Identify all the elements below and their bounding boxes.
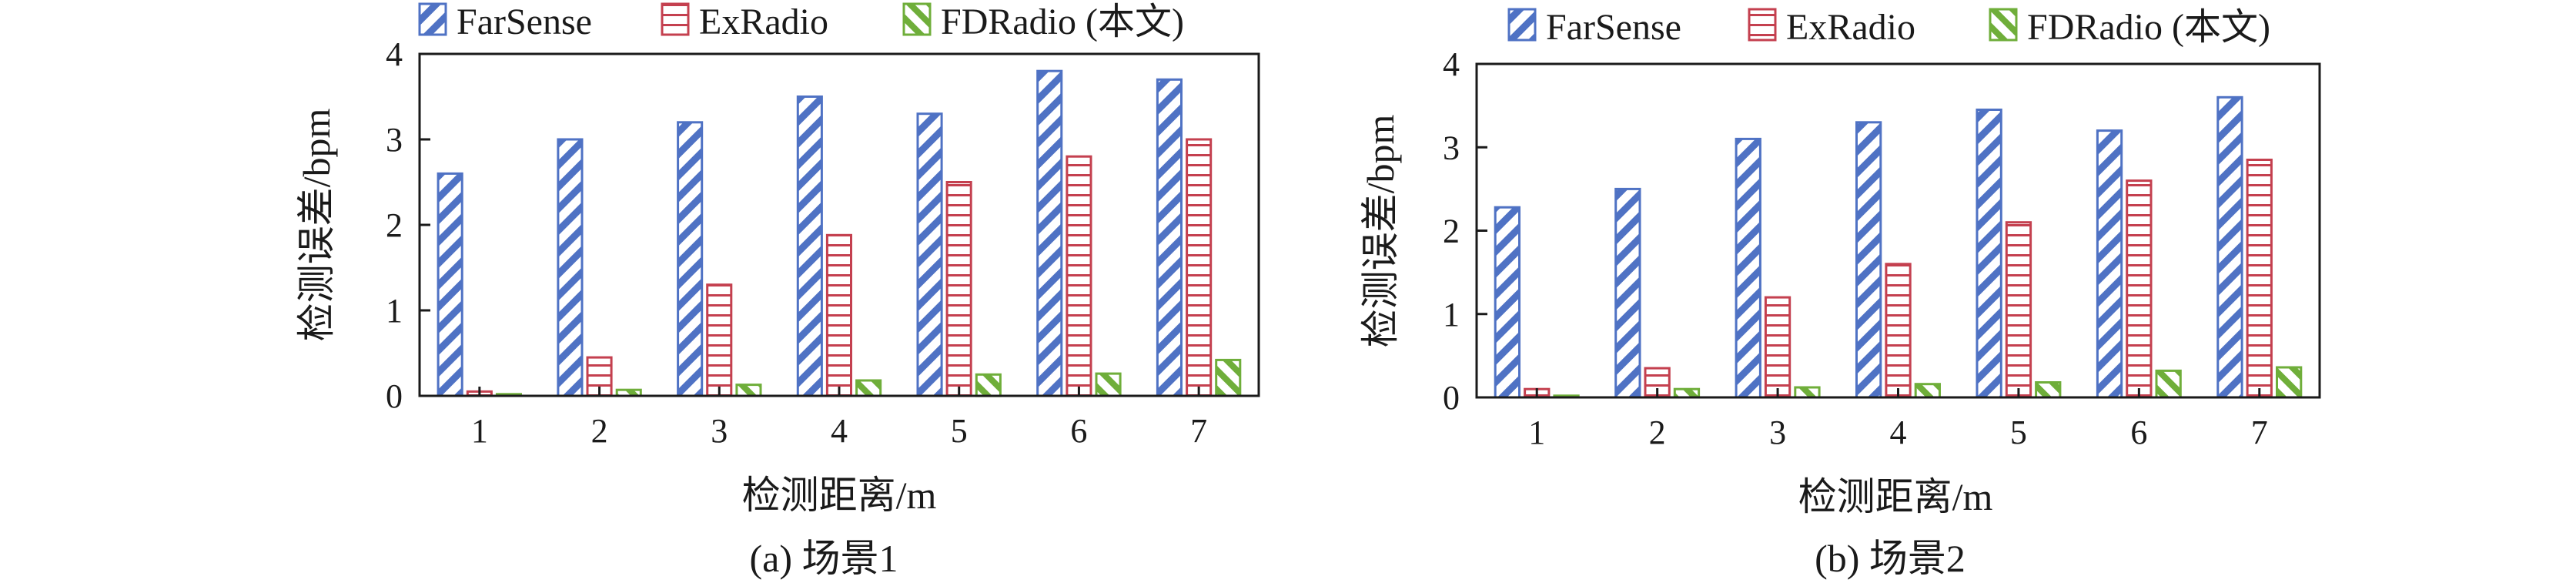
- y-tick-label: 4: [1443, 45, 1460, 83]
- legend-label-farsense: FarSense: [457, 2, 592, 42]
- x-tick-label: 5: [951, 412, 968, 450]
- bar-fdradio-2: [1673, 387, 1701, 399]
- y-tick-label: 2: [1443, 213, 1460, 250]
- bar-exradio-7: [1186, 138, 1213, 397]
- bar-fdradio-4: [855, 379, 882, 397]
- y-tick-label: 2: [386, 206, 403, 244]
- bar-farsense-7: [1156, 78, 1183, 397]
- bar-farsense-6: [2096, 129, 2123, 399]
- legend-item-fdradio: FDRadio (本文): [1989, 7, 2270, 48]
- bar-exradio-2: [586, 356, 613, 397]
- bar-fdradio-7: [2276, 366, 2303, 399]
- y-axis-title: 检测误差/bpm: [1359, 115, 1402, 348]
- x-tick-label: 3: [1769, 414, 1786, 451]
- bars: [437, 69, 1242, 397]
- bars: [1494, 95, 2303, 399]
- bar-fdradio-6: [1095, 372, 1122, 397]
- bar-fdradio-5: [975, 373, 1002, 397]
- legend-label-exradio: ExRadio: [1786, 7, 1915, 48]
- x-tick-label: 2: [591, 412, 608, 450]
- legend-label-fdradio: FDRadio (本文): [941, 2, 1184, 42]
- bar-farsense-2: [557, 138, 584, 397]
- y-tick-label: 3: [1443, 129, 1460, 166]
- x-tick-label: 5: [2010, 414, 2027, 451]
- bar-fdradio-5: [2035, 381, 2062, 399]
- x-axis: 1 2 3 4 5 6 7: [1528, 388, 2268, 451]
- bar-exradio-5: [945, 181, 972, 397]
- bar-farsense-7: [2216, 95, 2243, 399]
- legend-label-exradio: ExRadio: [699, 2, 828, 42]
- bar-exradio-7: [2246, 159, 2273, 399]
- bar-farsense-6: [1036, 69, 1063, 397]
- y-tick-label: 0: [386, 377, 403, 415]
- legend-item-exradio: ExRadio: [661, 2, 828, 42]
- legend-swatch-exradio: [1748, 8, 1777, 42]
- bar-fdradio-4: [1914, 383, 1941, 399]
- bar-farsense-1: [437, 172, 463, 397]
- bar-exradio-3: [706, 283, 733, 397]
- y-axis-title: 检测误差/bpm: [295, 109, 338, 342]
- legend-swatch-fdradio: [902, 2, 932, 36]
- bar-farsense-3: [677, 121, 704, 397]
- legend-item-farsense: FarSense: [418, 2, 592, 42]
- legend-swatch-farsense: [1507, 8, 1537, 42]
- x-tick-label: 4: [831, 412, 848, 450]
- bar-farsense-1: [1494, 206, 1521, 399]
- bar-farsense-4: [796, 95, 823, 397]
- legend-swatch-exradio: [661, 2, 690, 36]
- legend-label-fdradio: FDRadio (本文): [2027, 7, 2270, 48]
- x-axis-title: 检测距离/m: [742, 474, 937, 517]
- x-tick-label: 1: [471, 412, 488, 450]
- y-axis: 0 1 2 3 4: [386, 35, 430, 415]
- chart-panel-a: FarSense ExRadio FDRadio (本文) 0 1 2 3 4 1 2 3 4…: [295, 2, 1260, 580]
- bar-farsense-2: [1614, 187, 1641, 399]
- bar-farsense-3: [1735, 137, 1761, 399]
- legend: FarSense ExRadio FDRadio (本文): [1507, 7, 2270, 48]
- x-tick-label: 4: [1890, 414, 1907, 451]
- x-tick-label: 7: [1190, 412, 1207, 450]
- legend-item-exradio: ExRadio: [1748, 7, 1915, 48]
- x-axis: 1 2 3 4 5 6 7: [471, 387, 1207, 450]
- bar-fdradio-3: [735, 384, 762, 397]
- bar-fdradio-6: [2155, 369, 2182, 399]
- bar-farsense-4: [1855, 121, 1882, 399]
- legend-item-farsense: FarSense: [1507, 7, 1681, 48]
- bar-exradio-5: [2005, 221, 2032, 399]
- bar-exradio-4: [1885, 263, 1912, 399]
- x-axis-title: 检测距离/m: [1798, 475, 1993, 518]
- x-tick-label: 6: [2130, 414, 2147, 451]
- x-tick-label: 1: [1528, 414, 1545, 451]
- bar-exradio-4: [825, 233, 853, 397]
- y-tick-label: 1: [1443, 296, 1460, 333]
- x-tick-label: 6: [1070, 412, 1087, 450]
- y-tick-label: 3: [386, 121, 403, 159]
- chart-caption: (b) 场景2: [1815, 537, 1965, 580]
- y-tick-label: 1: [386, 292, 403, 330]
- y-tick-label: 0: [1443, 379, 1460, 417]
- legend-item-fdradio: FDRadio (本文): [902, 2, 1184, 42]
- bar-farsense-5: [1975, 109, 2002, 399]
- bar-fdradio-3: [1794, 386, 1821, 399]
- bar-exradio-6: [1066, 155, 1092, 397]
- x-tick-label: 7: [2251, 414, 2268, 451]
- y-tick-label: 4: [386, 35, 403, 73]
- chart-caption: (a) 场景1: [750, 537, 898, 580]
- x-tick-label: 2: [1649, 414, 1666, 451]
- bar-exradio-6: [2126, 179, 2153, 399]
- y-axis: 0 1 2 3 4: [1443, 45, 1487, 417]
- bar-farsense-5: [916, 112, 943, 397]
- bar-fdradio-7: [1215, 358, 1242, 397]
- legend-swatch-farsense: [418, 2, 447, 36]
- x-tick-label: 3: [711, 412, 728, 450]
- legend-swatch-fdradio: [1989, 8, 2018, 42]
- chart-panel-b: FarSense ExRadio FDRadio (本文) 0 1 2 3 4 1 2 3 4…: [1359, 7, 2321, 580]
- legend-label-farsense: FarSense: [1546, 7, 1681, 48]
- legend: FarSense ExRadio FDRadio (本文): [418, 2, 1184, 42]
- bar-exradio-3: [1764, 296, 1791, 399]
